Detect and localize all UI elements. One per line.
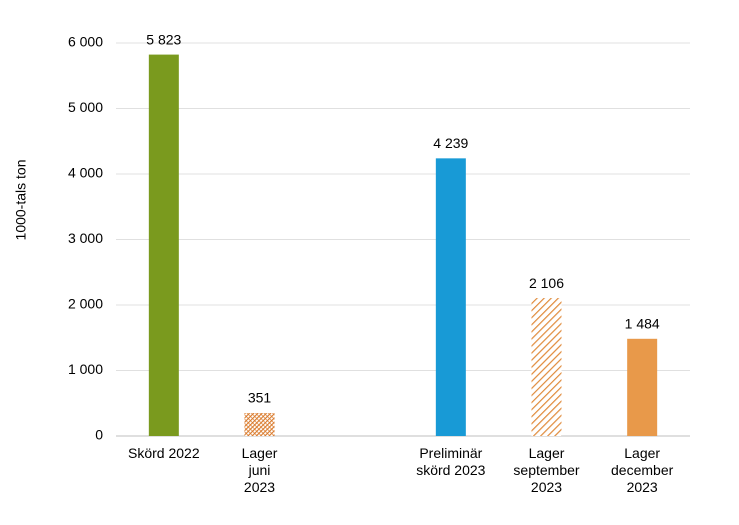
bar — [435, 158, 466, 436]
y-tick-label: 4 000 — [68, 165, 103, 181]
bar — [627, 338, 658, 436]
x-tick-label: Preliminär skörd 2023 — [416, 445, 486, 478]
y-axis-label: 1000-tals ton — [13, 160, 29, 241]
x-tick-label: Lager december 2023 — [611, 445, 674, 495]
y-tick-label: 0 — [95, 427, 103, 443]
x-tick-label: Skörd 2022 — [128, 445, 200, 461]
bar — [244, 413, 275, 436]
y-tick-label: 5 000 — [68, 99, 103, 115]
value-label: 2 106 — [529, 275, 564, 291]
y-tick-label: 2 000 — [68, 296, 103, 312]
x-tick-label: Lager september 2023 — [513, 445, 580, 495]
bar — [531, 298, 562, 436]
x-tick-label: Lager juni 2023 — [241, 445, 278, 495]
bar — [148, 54, 179, 436]
y-tick-label: 6 000 — [68, 34, 103, 50]
y-tick-label: 3 000 — [68, 230, 103, 246]
y-tick-label: 1 000 — [68, 361, 103, 377]
value-label: 1 484 — [625, 316, 660, 332]
value-label: 351 — [248, 390, 272, 406]
value-label: 4 239 — [433, 135, 468, 151]
value-label: 5 823 — [146, 31, 181, 47]
